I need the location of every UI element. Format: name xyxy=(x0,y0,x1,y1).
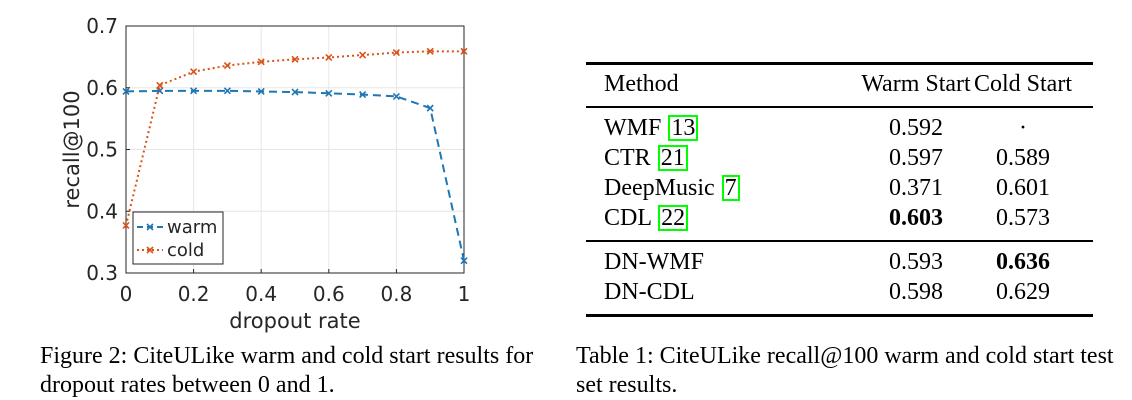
citation-link[interactable]: 21 xyxy=(657,145,688,171)
y-tick-label: 0.4 xyxy=(86,199,118,223)
header-warm-start: Warm Start xyxy=(861,71,971,97)
method-name: CDL xyxy=(604,205,652,231)
data-point-cold xyxy=(122,221,130,230)
method-name: DN-CDL xyxy=(604,279,695,305)
data-point-warm xyxy=(291,88,299,96)
cold-value: 0.589 xyxy=(996,145,1050,171)
data-point-cold xyxy=(359,51,367,59)
data-point-warm xyxy=(257,87,265,96)
x-tick-label: 0.6 xyxy=(313,282,345,306)
cold-value: 0.629 xyxy=(996,279,1050,305)
data-point-warm xyxy=(223,87,231,95)
table-bottom-rule xyxy=(586,314,1093,317)
table-top-rule xyxy=(586,62,1093,65)
series-line-cold xyxy=(125,50,464,226)
data-point-cold xyxy=(392,48,400,57)
y-tick-label: 0.5 xyxy=(86,138,118,162)
x-tick-label: 0.4 xyxy=(245,282,277,306)
x-tick-label: 0.2 xyxy=(178,282,210,306)
y-axis-label: recall@100 xyxy=(60,90,84,208)
citation-link[interactable]: 7 xyxy=(721,175,740,201)
data-point-cold xyxy=(156,81,164,89)
warm-value: 0.598 xyxy=(889,279,943,305)
citation-link[interactable]: 22 xyxy=(658,205,689,231)
method-name: CTR xyxy=(604,145,651,171)
data-point-cold xyxy=(325,53,333,62)
data-point-warm xyxy=(426,104,434,112)
table-row-method: WMF 13 xyxy=(604,114,699,142)
x-tick-label: 0 xyxy=(120,282,133,306)
warm-value: 0.597 xyxy=(889,145,943,171)
header-cold-start: Cold Start xyxy=(973,71,1072,97)
data-point-cold xyxy=(426,47,434,55)
legend-label-warm: warm xyxy=(167,217,217,238)
legend-marker-warm xyxy=(146,223,154,231)
x-tick-label: 1 xyxy=(458,282,471,306)
recall-chart: 0 0.2 0.4 0.6 0.8 1 0.3 0.4 0.5 0.6 0.7 dropout rat… xyxy=(60,14,471,333)
method-name: DN-WMF xyxy=(604,249,704,275)
cold-value-best: 0.636 xyxy=(996,249,1050,275)
table-header-rule xyxy=(586,106,1093,108)
data-point-warm xyxy=(460,257,468,265)
citation-link[interactable]: 13 xyxy=(668,115,699,141)
legend-box xyxy=(132,211,224,265)
warm-value: 0.371 xyxy=(889,175,943,201)
table-caption: Table 1: CiteULike recall@100 warm and c… xyxy=(576,343,1114,398)
figure-panel: 0 0.2 0.4 0.6 0.8 1 0.3 0.4 0.5 0.6 0.7 dropout rat… xyxy=(0,0,560,400)
table-row-method: DN-CDL xyxy=(604,278,695,306)
data-point-cold xyxy=(291,55,299,63)
legend-marker-cold xyxy=(146,246,154,254)
data-point-warm xyxy=(325,89,333,97)
legend-label-cold: cold xyxy=(167,240,204,261)
cold-value: 0.601 xyxy=(996,175,1050,201)
data-point-warm xyxy=(392,92,400,100)
table-row-method: CDL 22 xyxy=(604,204,689,232)
data-point-cold xyxy=(460,47,468,55)
y-tick-label: 0.3 xyxy=(86,261,118,285)
table-row-method: CTR 21 xyxy=(604,144,689,172)
warm-value: 0.593 xyxy=(889,249,943,275)
results-table: Method Warm Start Cold Start WMF 13 0.59… xyxy=(586,0,1093,340)
warm-value: 0.592 xyxy=(889,115,943,141)
y-tick-label: 0.7 xyxy=(86,14,118,38)
data-point-warm xyxy=(359,90,367,99)
data-point-warm xyxy=(122,87,130,96)
data-point-cold xyxy=(223,61,231,70)
table-row-method: DeepMusic 7 xyxy=(604,174,741,202)
method-name: DeepMusic xyxy=(604,175,715,201)
method-name: WMF xyxy=(604,115,662,141)
cold-value: 0.573 xyxy=(996,205,1050,231)
table-panel: Method Warm Start Cold Start WMF 13 0.59… xyxy=(576,0,1126,400)
data-point-cold xyxy=(257,58,265,66)
data-point-cold xyxy=(190,68,198,76)
header-method: Method xyxy=(604,71,679,97)
warm-value-best: 0.603 xyxy=(889,205,943,231)
figure-caption: Figure 2: CiteULike warm and cold start … xyxy=(40,343,534,398)
x-tick-label: 0.8 xyxy=(380,282,412,306)
data-point-warm xyxy=(190,87,198,95)
cold-value: · xyxy=(1019,115,1027,141)
table-row-method: DN-WMF xyxy=(604,248,704,276)
x-axis-label: dropout rate xyxy=(229,309,360,333)
y-tick-label: 0.6 xyxy=(86,76,118,100)
table-mid-rule xyxy=(586,240,1093,242)
